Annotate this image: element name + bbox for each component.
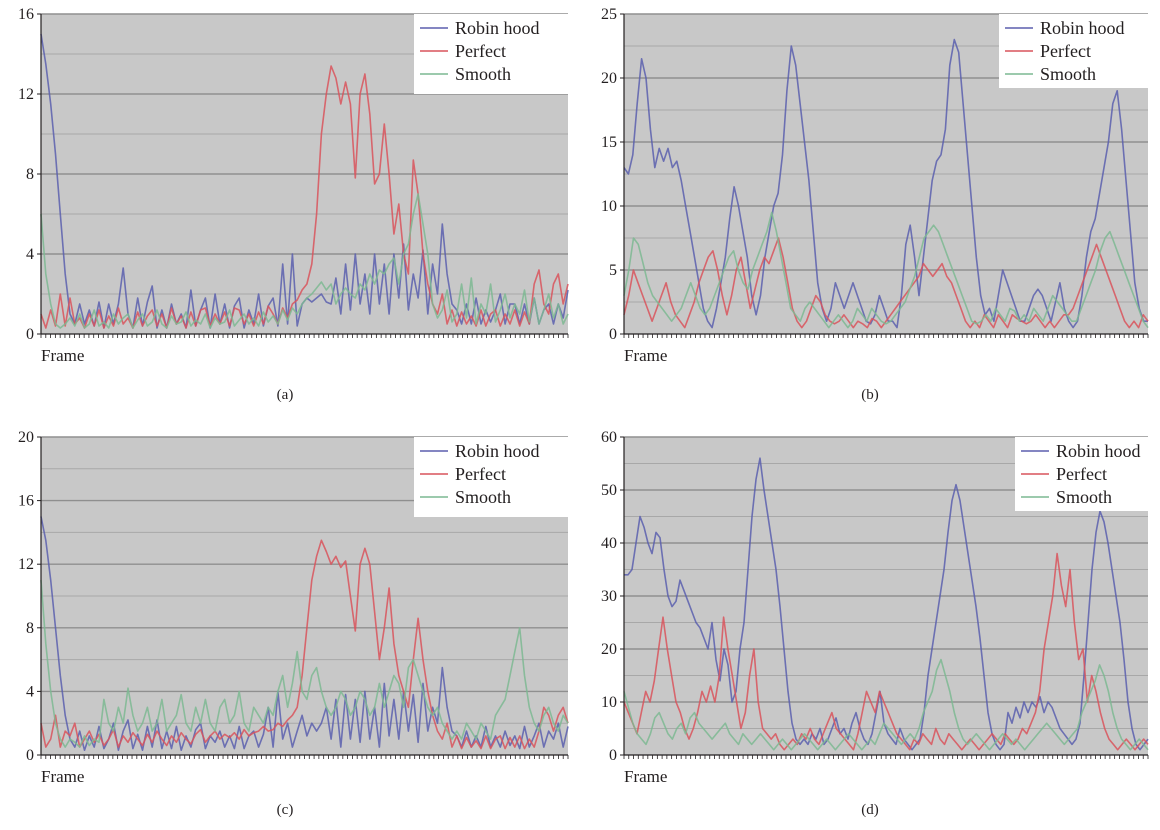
y-tick-label: 0 — [609, 326, 617, 343]
y-tick-label: 40 — [601, 535, 617, 552]
y-tick-label: 5 — [609, 262, 617, 279]
series-line-smooth — [623, 658, 1149, 751]
series-line-robin-hood — [624, 457, 1149, 751]
legend-label-robin-hood: Robin hood — [1040, 18, 1125, 38]
y-tick-label: 8 — [26, 166, 34, 183]
chart-b-svg: 0 5 10 15 20 25 Frame Robin hood Perfect Smooth — [601, 6, 1149, 365]
legend-label-smooth: Smooth — [455, 64, 511, 84]
y-tick-label: 12 — [18, 86, 34, 103]
caption-d: (d) — [861, 802, 879, 818]
x-axis-label-b: Frame — [624, 346, 667, 365]
series-line-perfect — [623, 552, 1149, 751]
y-tick-label: 20 — [18, 429, 34, 446]
caption-a: (a) — [276, 387, 294, 403]
series-line-smooth — [40, 580, 569, 748]
caption-b: (b) — [861, 387, 879, 403]
series-line-robin-hood — [623, 38, 1148, 329]
y-tick-label: 4 — [26, 246, 34, 263]
y-tick-label: 15 — [601, 134, 617, 151]
chart-d-svg: 0 10 20 30 40 50 60 Frame Robin hood Perfect Smoot… — [601, 429, 1149, 786]
y-tick-label: 16 — [18, 493, 34, 510]
legend-label-smooth: Smooth — [1056, 487, 1112, 507]
series-line-robin-hood — [40, 516, 569, 752]
y-tick-label: 20 — [601, 70, 617, 87]
chart-panel-b: 0 5 10 15 20 25 Frame Robin hood Perfect Smooth (… — [580, 0, 1160, 415]
y-tick-label: 20 — [601, 641, 617, 658]
legend-label-perfect: Perfect — [455, 41, 506, 61]
series-line-perfect — [40, 539, 569, 750]
y-tick-label: 50 — [601, 482, 617, 499]
legend-label-perfect: Perfect — [1040, 41, 1091, 61]
legend-label-robin-hood: Robin hood — [455, 441, 540, 461]
chart-panel-c: 0 4 8 12 16 20 Frame Robin hood Perfect Smooth (c… — [0, 415, 580, 830]
y-tick-label: 60 — [601, 429, 617, 446]
series-line-perfect — [40, 65, 569, 329]
x-axis-label-a: Frame — [41, 346, 84, 365]
y-tick-label: 10 — [601, 198, 617, 215]
series-line-smooth — [623, 211, 1149, 329]
y-tick-label: 10 — [601, 694, 617, 711]
y-tick-label: 0 — [609, 747, 617, 764]
y-tick-label: 0 — [26, 747, 34, 764]
legend-label-robin-hood: Robin hood — [1056, 441, 1141, 461]
legend-label-perfect: Perfect — [455, 464, 506, 484]
legend-label-smooth: Smooth — [455, 487, 511, 507]
legend-label-smooth: Smooth — [1040, 64, 1096, 84]
caption-c: (c) — [276, 802, 294, 818]
legend-label-robin-hood: Robin hood — [455, 18, 540, 38]
y-tick-label: 16 — [18, 6, 34, 23]
x-axis-label-d: Frame — [624, 767, 667, 786]
y-tick-label: 0 — [26, 326, 34, 343]
chart-panel-a: 0 4 8 12 16 Frame Robin hood Perfect Smooth (a) — [0, 0, 580, 415]
y-tick-label: 12 — [18, 556, 34, 573]
chart-c-svg: 0 4 8 12 16 20 Frame Robin hood Perfect Smooth — [18, 429, 569, 786]
x-axis-label-c: Frame — [41, 767, 84, 786]
chart-panel-d: 0 10 20 30 40 50 60 Frame Robin hood Perfect Smoot… — [580, 415, 1160, 830]
series-line-smooth — [40, 193, 569, 329]
y-tick-label: 25 — [601, 6, 617, 23]
y-tick-label: 30 — [601, 588, 617, 605]
legend-label-perfect: Perfect — [1056, 464, 1107, 484]
series-line-perfect — [623, 237, 1149, 329]
chart-a-svg: 0 4 8 12 16 Frame Robin hood Perfect Smooth — [18, 6, 569, 365]
y-tick-label: 8 — [26, 620, 34, 637]
y-tick-label: 4 — [26, 683, 34, 700]
